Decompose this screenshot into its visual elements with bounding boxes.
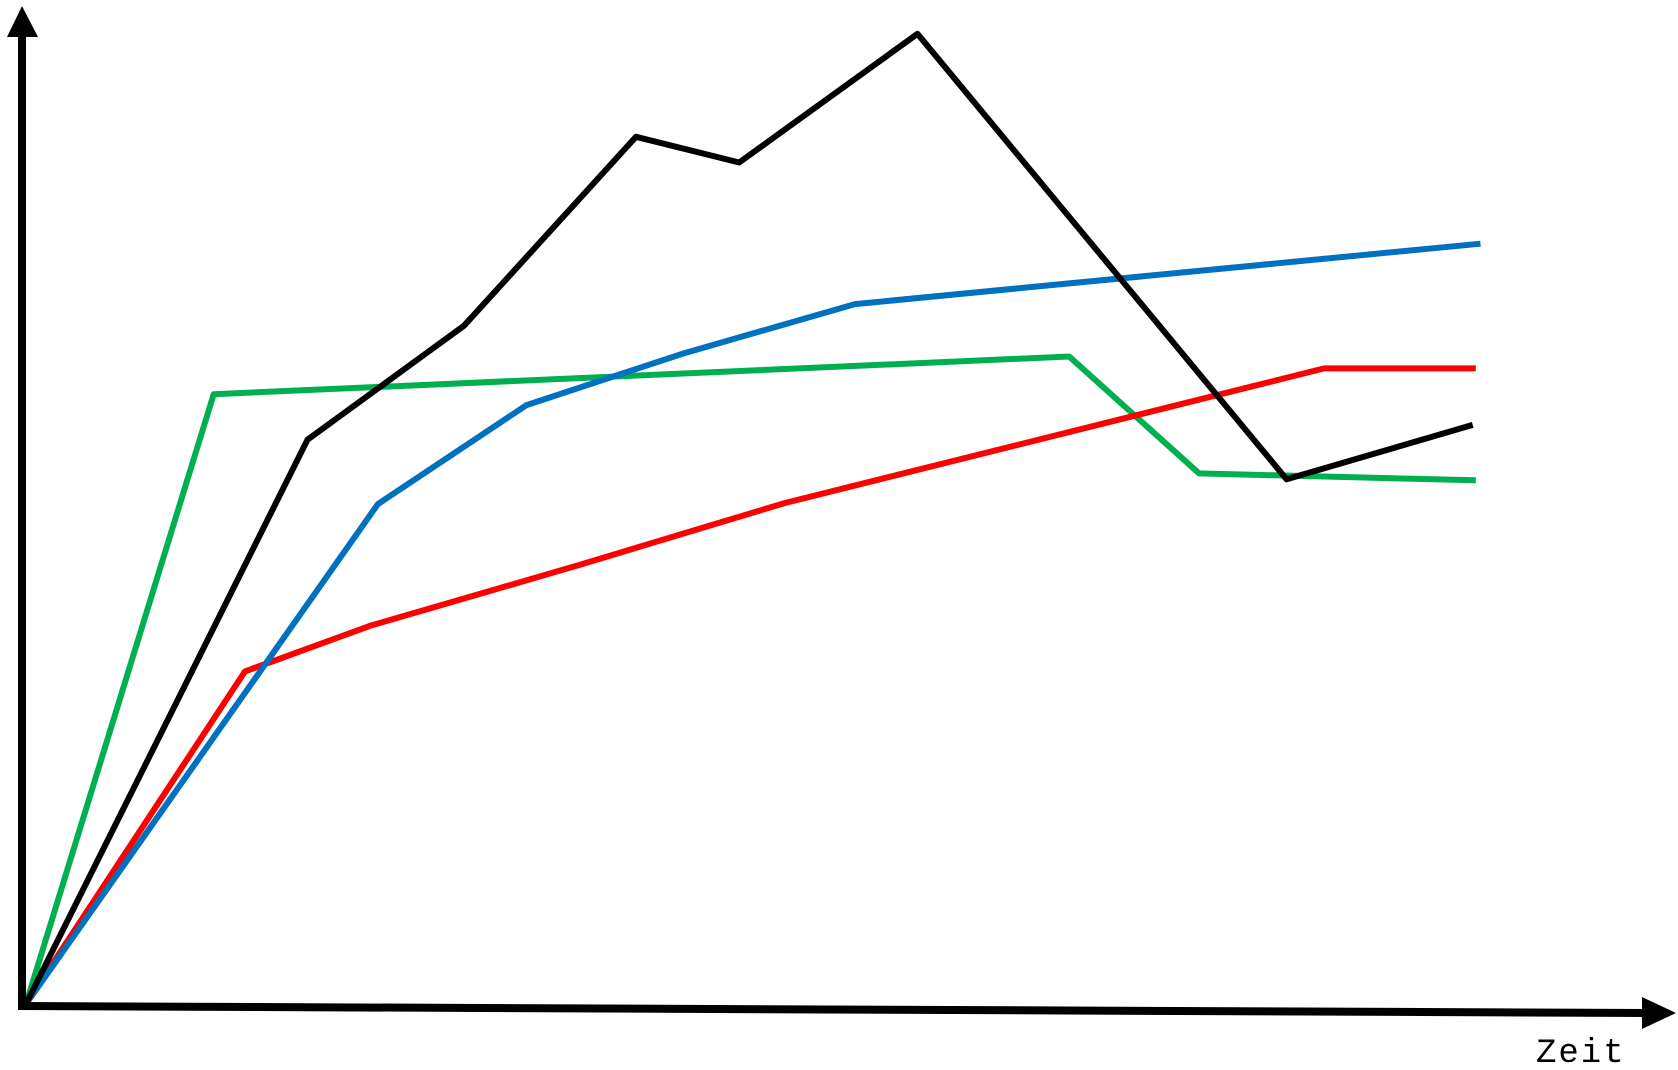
x-axis-line (17, 1002, 1649, 1017)
x-axis-label: Zeit (1536, 1035, 1626, 1070)
x-axis-arrow-icon (1642, 997, 1676, 1029)
y-axis-arrow-icon (7, 6, 38, 37)
series-line-1 (23, 30, 1474, 1006)
series-line-2 (23, 240, 1481, 1006)
series-layer (23, 30, 1481, 1006)
series-line-4 (23, 365, 1476, 1006)
series-line-3 (23, 353, 1476, 1005)
